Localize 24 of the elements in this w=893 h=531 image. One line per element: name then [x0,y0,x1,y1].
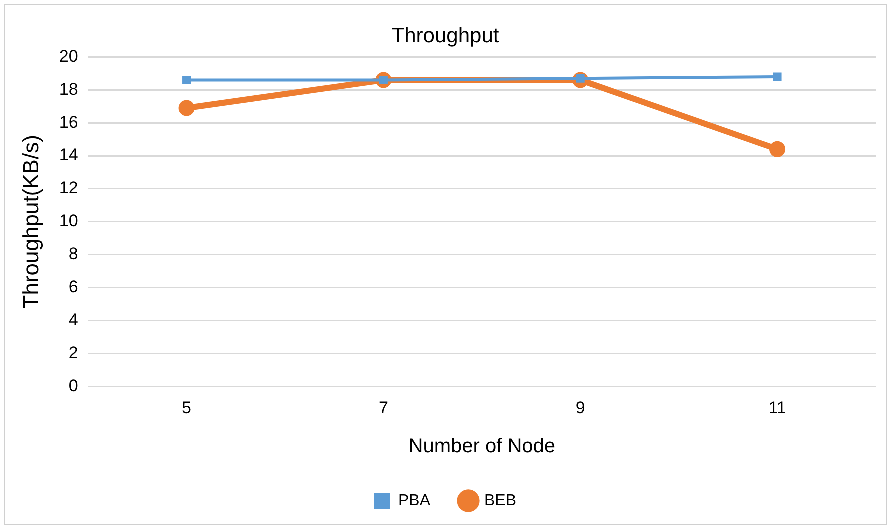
y-tick-label: 8 [68,244,78,264]
y-tick-label: 10 [59,212,78,231]
chart-title: Throughput [392,24,500,48]
y-tick-label: 0 [68,376,78,396]
x-tick-label: 7 [378,398,388,418]
point [182,76,192,84]
legend-label: PBA [398,492,431,510]
y-tick-label: 12 [59,178,78,198]
point [773,72,782,82]
y-tick-label: 16 [59,112,78,132]
y-tick-label: 14 [59,146,78,165]
y-tick-label: 6 [68,277,78,296]
y-tick-label: 2 [68,343,78,362]
y-axis-title: Throughput(KB/s) [18,135,44,309]
legend-label: BEB [484,492,517,510]
x-axis-title: Number of Node [408,436,556,458]
point [770,141,786,158]
y-tick-label: 20 [59,46,78,66]
x-tick-label: 5 [182,398,192,418]
x-tick-label: 9 [576,398,586,418]
y-tick-label: 4 [68,310,78,330]
x-tick-label: 11 [768,398,786,418]
y-tick-label: 18 [59,80,78,99]
point [178,100,195,116]
